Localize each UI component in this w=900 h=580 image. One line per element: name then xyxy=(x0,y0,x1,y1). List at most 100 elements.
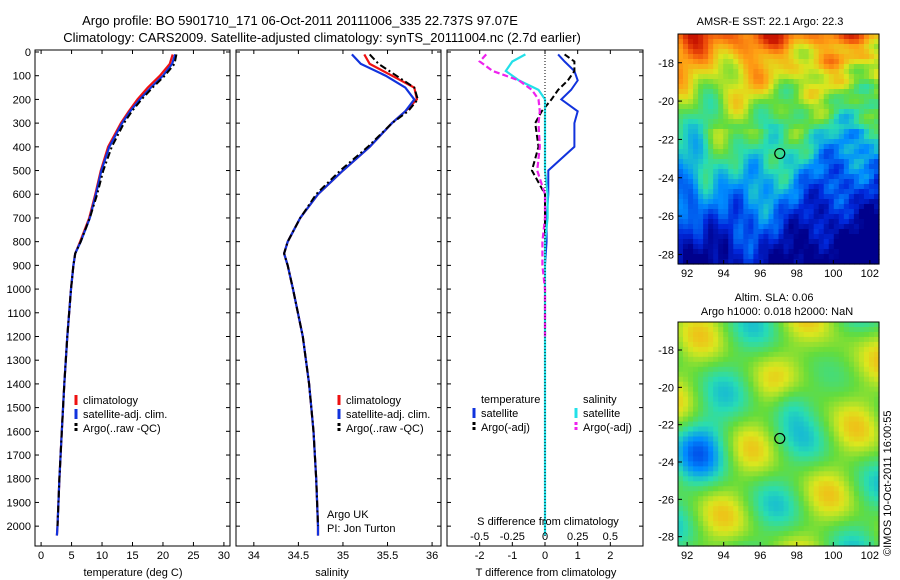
heatmap-cell xyxy=(748,229,754,235)
heatmap-cell xyxy=(873,69,880,75)
heatmap-cell xyxy=(803,49,810,55)
heatmap-cell xyxy=(683,149,689,155)
depth-tick-label: 500 xyxy=(13,166,31,178)
heatmap-cell xyxy=(803,406,810,413)
heatmap-cell xyxy=(678,49,684,55)
depth-tick-label: 1400 xyxy=(7,379,31,391)
heatmap-cell xyxy=(778,34,785,40)
heatmap-cell xyxy=(748,69,754,75)
heatmap-cell xyxy=(753,441,760,448)
heatmap-cell xyxy=(683,159,689,165)
heatmap-cell xyxy=(873,184,880,190)
heatmap-cell xyxy=(838,139,845,145)
heatmap-cell xyxy=(838,391,845,398)
depth-tick-label: 2000 xyxy=(7,521,31,533)
heatmap-cell xyxy=(738,124,744,130)
heatmap-cell xyxy=(868,244,875,250)
heatmap-cell xyxy=(718,109,724,115)
heatmap-cell xyxy=(688,99,694,105)
heatmap-cell xyxy=(743,371,749,378)
heatmap-cell xyxy=(823,114,830,120)
heatmap-cell xyxy=(733,411,739,418)
heatmap-cell xyxy=(833,219,840,225)
depth-tick-label: 1900 xyxy=(7,497,31,509)
heatmap-cell xyxy=(838,421,845,428)
heatmap-cell xyxy=(848,421,855,428)
heatmap-cell xyxy=(733,401,739,408)
heatmap-cell xyxy=(678,254,684,260)
heatmap-cell xyxy=(788,396,795,403)
heatmap-cell xyxy=(718,322,724,328)
heatmap-cell xyxy=(733,461,739,467)
heatmap-cell xyxy=(698,174,704,180)
heatmap-cell xyxy=(788,224,795,230)
heatmap-cell xyxy=(703,114,709,120)
heatmap-cell xyxy=(798,219,805,225)
heatmap-cell xyxy=(798,401,805,408)
heatmap-cell xyxy=(853,386,860,393)
heatmap-cell xyxy=(748,446,754,453)
heatmap-cell xyxy=(778,391,785,398)
heatmap-cell xyxy=(798,179,805,185)
heatmap-cell xyxy=(873,416,880,423)
heatmap-cell xyxy=(833,506,840,512)
heatmap-cell xyxy=(773,259,780,265)
heatmap-cell xyxy=(803,461,810,467)
heatmap-cell xyxy=(873,446,880,453)
heatmap-cell xyxy=(793,34,800,40)
heatmap-cell xyxy=(768,501,775,507)
heatmap-cell xyxy=(683,104,689,110)
heatmap-cell xyxy=(733,59,739,65)
heatmap-cell xyxy=(758,351,765,358)
heatmap-cell xyxy=(873,94,880,100)
heatmap-cell xyxy=(698,356,704,363)
heatmap-cell xyxy=(728,234,734,240)
heatmap-cell xyxy=(808,69,815,75)
heatmap-cell xyxy=(778,239,785,245)
heatmap-cell xyxy=(873,521,880,527)
heatmap-cell xyxy=(728,361,734,368)
heatmap-cell xyxy=(703,239,709,245)
heatmap-cell xyxy=(773,331,780,338)
heatmap-cell xyxy=(688,94,694,100)
heatmap-cell xyxy=(848,341,855,348)
heatmap-cell xyxy=(798,114,805,120)
heatmap-cell xyxy=(833,104,840,110)
heatmap-cell xyxy=(828,421,835,428)
heatmap-cell xyxy=(858,441,865,448)
heatmap-cell xyxy=(853,536,860,542)
heatmap-cell xyxy=(793,144,800,150)
heatmap-cell xyxy=(813,119,820,125)
heatmap-cell xyxy=(853,254,860,260)
heatmap-cell xyxy=(853,516,860,522)
heatmap-cell xyxy=(863,104,870,110)
heatmap-cell xyxy=(828,244,835,250)
heatmap-cell xyxy=(693,386,699,393)
heatmap-cell xyxy=(858,184,865,190)
heatmap-cell xyxy=(863,411,870,418)
heatmap-cell xyxy=(698,391,704,398)
heatmap-cell xyxy=(848,381,855,388)
heatmap-cell xyxy=(753,541,760,547)
heatmap-cell xyxy=(843,391,850,398)
heatmap-cell xyxy=(848,406,855,413)
heatmap-cell xyxy=(773,426,780,433)
heatmap-cell xyxy=(858,94,865,100)
heatmap-cell xyxy=(743,99,749,105)
heatmap-cell xyxy=(778,376,785,383)
heatmap-cell xyxy=(873,426,880,433)
heatmap-cell xyxy=(848,149,855,155)
heatmap-cell xyxy=(813,416,820,423)
heatmap-cell xyxy=(748,154,754,160)
heatmap-cell xyxy=(768,396,775,403)
heatmap-cell xyxy=(773,239,780,245)
heatmap-cell xyxy=(863,381,870,388)
heatmap-cell xyxy=(818,69,825,75)
heatmap-cell xyxy=(688,154,694,160)
heatmap-cell xyxy=(823,104,830,110)
heatmap-cell xyxy=(768,322,775,328)
heatmap-cell xyxy=(758,199,765,205)
heatmap-cell xyxy=(763,361,770,368)
heatmap-cell xyxy=(863,179,870,185)
heatmap-cell xyxy=(718,49,724,55)
